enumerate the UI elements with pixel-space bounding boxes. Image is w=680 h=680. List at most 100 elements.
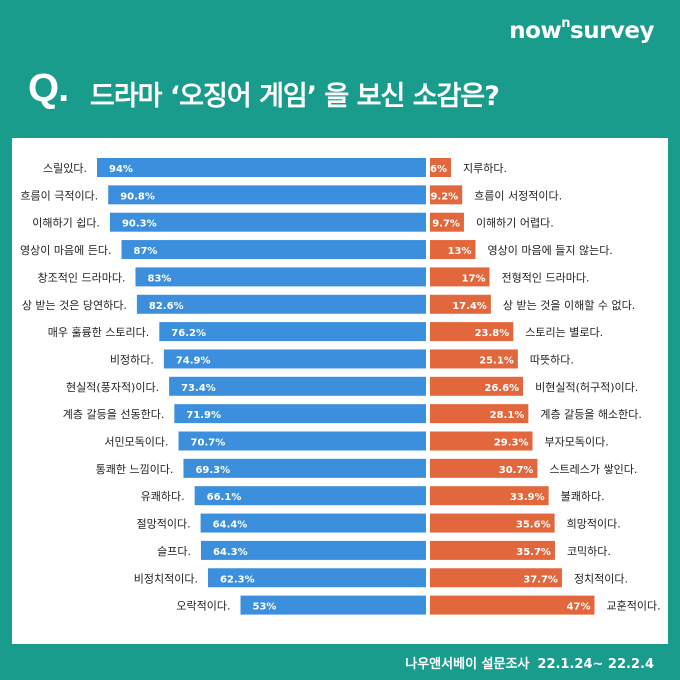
left-value-label: 74.9% <box>176 355 211 366</box>
left-category-label: 통쾌한 느낌이다. <box>96 463 174 476</box>
right-category-label: 코믹하다. <box>567 544 611 558</box>
left-bar <box>136 294 426 314</box>
right-category-label: 계층 갈등을 해소한다. <box>540 407 642 421</box>
survey-source: 나우앤서베이 설문조사 22.1.24~ 22.2.4 <box>397 653 654 672</box>
left-category-label: 비정하다. <box>110 352 154 366</box>
left-category-label: 상 받는 것은 당연하다. <box>22 298 127 312</box>
right-bar <box>430 458 538 478</box>
left-bar <box>97 158 426 177</box>
right-bar <box>430 431 533 451</box>
left-category-label: 창조적인 드라마다. <box>38 271 126 284</box>
right-value-label: 29.3% <box>494 438 529 449</box>
left-value-label: 90.3% <box>122 219 157 230</box>
right-category-label: 영상이 마음에 들지 않는다. <box>488 244 613 257</box>
right-category-label: 흐름이 서정적이다. <box>474 189 562 202</box>
left-value-label: 83% <box>148 273 172 284</box>
right-bar <box>430 294 491 314</box>
right-value-label: 28.1% <box>490 410 525 421</box>
left-category-label: 절망적이다. <box>136 518 190 531</box>
right-category-label: 스트레스가 쌓인다. <box>549 463 637 476</box>
right-bar <box>430 568 562 588</box>
brand-logo: nownsurvey <box>509 16 654 44</box>
left-bar <box>121 240 426 260</box>
left-bar <box>163 349 426 369</box>
right-category-label: 정치적이다. <box>574 572 628 585</box>
right-value-label: 37.7% <box>523 574 558 585</box>
right-category-label: 따뜻하다. <box>530 352 574 366</box>
right-bar <box>430 240 476 260</box>
right-category-label: 비현실적(허구적)이다. <box>535 381 638 394</box>
left-bar <box>183 458 426 478</box>
right-category-label: 전형적인 드라마다. <box>502 271 590 284</box>
left-category-label: 영상이 마음에 든다. <box>20 244 111 257</box>
left-bar <box>200 513 426 533</box>
left-category-label: 비정치적이다. <box>134 572 198 585</box>
left-category-label: 이해하기 쉽다. <box>32 216 100 230</box>
left-bar <box>169 376 426 396</box>
left-value-label: 94% <box>109 164 133 175</box>
right-value-label: 33.9% <box>510 492 545 503</box>
survey-period: 22.1.24~ 22.2.4 <box>537 657 654 672</box>
left-value-label: 64.4% <box>213 520 248 531</box>
right-value-label: 17.4% <box>452 301 487 312</box>
chart-panel: 94% 6% 스릴있다. 지루하다. 90.8% 9.2% 흐름이 극적이다. 흐름이 서정적… <box>12 138 668 644</box>
right-value-label: 26.6% <box>484 383 519 394</box>
right-value-label: 9.7% <box>432 219 460 230</box>
diverging-bar-chart: 94% 6% 스릴있다. 지루하다. 90.8% 9.2% 흐름이 극적이다. 흐름이 서정적… <box>20 158 661 615</box>
left-bar <box>174 404 426 424</box>
right-value-label: 6% <box>430 164 447 175</box>
right-bar <box>430 349 518 369</box>
right-value-label: 47% <box>567 602 591 613</box>
left-value-label: 76.2% <box>171 328 206 339</box>
left-bar <box>207 568 426 588</box>
left-bar <box>109 212 426 232</box>
left-value-label: 64.3% <box>213 547 248 558</box>
right-bar <box>430 595 595 615</box>
right-value-label: 23.8% <box>475 328 510 339</box>
right-bar <box>430 267 490 287</box>
right-bar <box>430 540 555 560</box>
right-value-label: 35.7% <box>516 547 551 558</box>
left-value-label: 82.6% <box>149 301 184 312</box>
right-bar <box>430 404 529 424</box>
left-value-label: 62.3% <box>220 574 255 585</box>
left-category-label: 서민모독이다. <box>104 436 168 449</box>
right-bar <box>430 322 514 342</box>
question-marker: Q. <box>28 66 69 110</box>
page-title: 드라마 ‘오징어 게임’ 을 보신 소감은? <box>90 81 500 112</box>
left-bar <box>108 185 426 205</box>
left-value-label: 90.8% <box>120 191 155 202</box>
right-bar <box>430 158 451 177</box>
right-value-label: 30.7% <box>499 465 534 476</box>
left-category-label: 매우 훌륭한 스토리다. <box>48 326 150 339</box>
left-value-label: 71.9% <box>186 410 221 421</box>
brand-name-prefix: now <box>509 18 562 44</box>
left-bar <box>135 267 426 287</box>
right-bar <box>430 486 549 506</box>
right-bar <box>430 513 555 533</box>
left-bar <box>159 322 427 342</box>
right-category-label: 지루하다. <box>463 161 507 175</box>
left-value-label: 70.7% <box>191 438 226 449</box>
right-category-label: 부자모독이다. <box>545 436 609 449</box>
left-value-label: 53% <box>253 602 277 613</box>
right-category-label: 희망적이다. <box>567 518 621 531</box>
right-value-label: 9.2% <box>430 191 458 202</box>
right-bar <box>430 376 524 396</box>
right-value-label: 25.1% <box>479 355 514 366</box>
right-category-label: 교훈적이다. <box>607 600 661 613</box>
left-value-label: 66.1% <box>207 492 242 503</box>
right-category-label: 불쾌하다. <box>561 489 605 503</box>
left-category-label: 슬프다. <box>157 545 191 558</box>
brand-name-sup: n <box>561 16 570 32</box>
left-bar <box>194 486 426 506</box>
left-bar <box>240 595 426 615</box>
right-value-label: 13% <box>448 246 472 257</box>
survey-source-name: 나우앤서베이 설문조사 <box>405 657 530 672</box>
left-value-label: 69.3% <box>195 465 230 476</box>
right-bar <box>430 185 463 205</box>
right-category-label: 이해하기 어렵다. <box>476 216 554 230</box>
left-bar <box>178 431 426 451</box>
left-category-label: 오락적이다. <box>176 600 230 613</box>
